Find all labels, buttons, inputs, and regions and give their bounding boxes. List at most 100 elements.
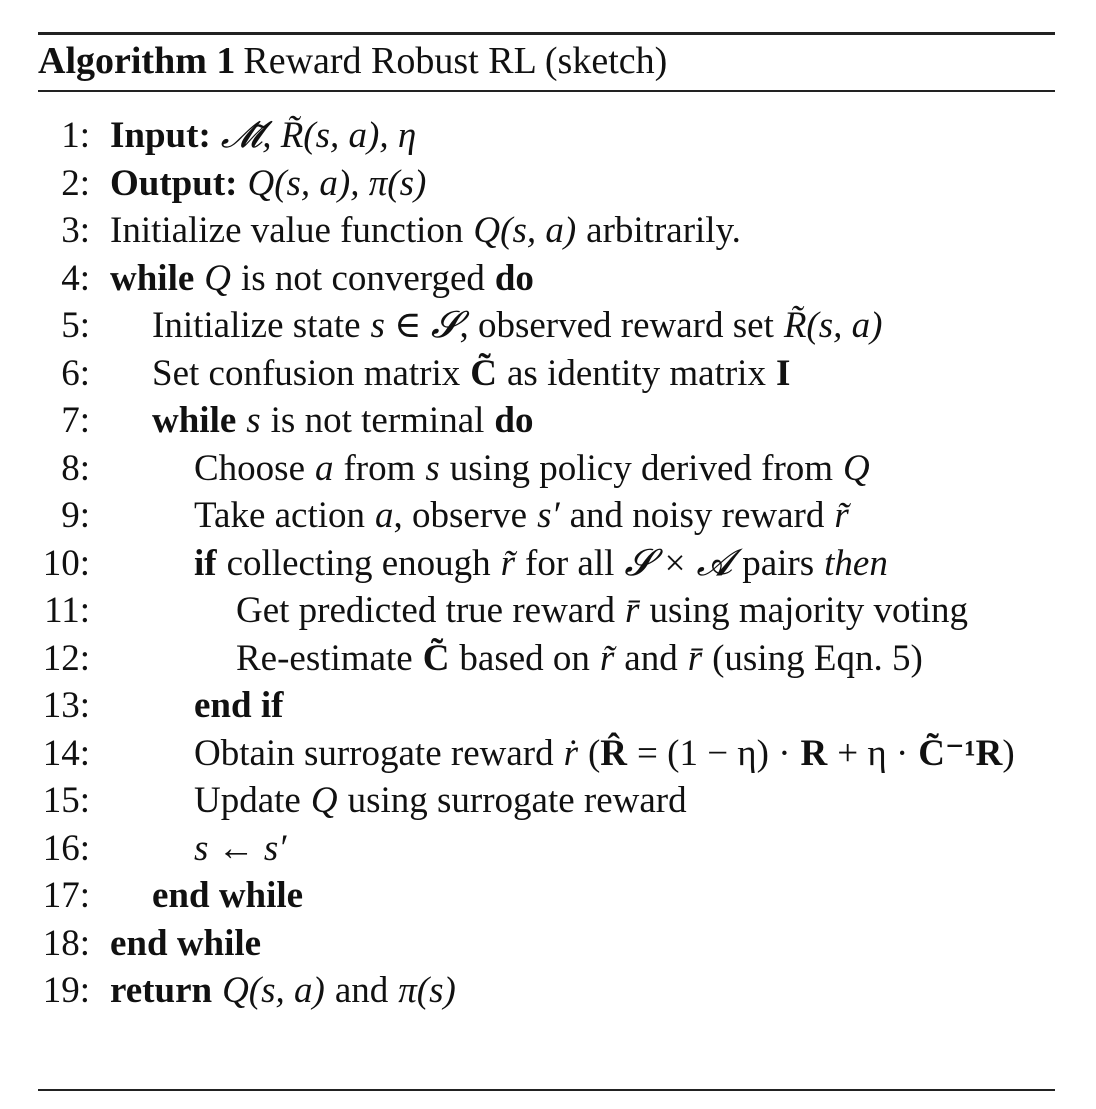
text: and noisy reward (569, 495, 825, 536)
keyword: end while (110, 922, 262, 964)
line-number: 11: (44, 590, 90, 631)
algorithm-line: 18: end while (38, 920, 1068, 968)
line-number: 10: (42, 542, 90, 584)
line-number: 2: (61, 162, 90, 204)
text: Choose (194, 447, 305, 489)
line-number: 6: (61, 352, 90, 394)
text: (using Eqn. 5) (712, 637, 923, 679)
line-number: 7: (61, 400, 90, 441)
line-number: 16: (42, 827, 90, 869)
algorithm-body: 1: Input: 𝓜̃, R̃(s, a), η 2: Output: Q(s, a),… (38, 112, 1068, 1015)
keyword: if (194, 542, 217, 584)
text: from (343, 447, 416, 489)
top-rule (38, 32, 1055, 35)
math: then (824, 542, 888, 584)
keyword: do (494, 400, 534, 441)
math: r̃ (500, 542, 516, 584)
math: r̄ (625, 590, 640, 631)
text: using surrogate reward (347, 780, 687, 821)
line-content: Output: Q(s, a), π(s) (110, 160, 1068, 208)
text: using policy derived from (449, 447, 834, 489)
algorithm-title: Algorithm 1 Reward Robust RL (sketch) (38, 36, 667, 86)
keyword: C̃⁻¹R (918, 732, 1003, 774)
text: pairs (742, 542, 815, 584)
math: r̃ (834, 495, 849, 536)
math: r̃ (599, 637, 615, 679)
math: s ∈ 𝓢 (370, 305, 460, 346)
keyword: end while (152, 875, 304, 916)
line-number: 4: (61, 257, 90, 299)
line-content: Obtain surrogate reward ṙ (R̂ = (1 − η) · R +… (194, 730, 1068, 778)
math: s (246, 400, 261, 441)
line-content: Initialize state s ∈ 𝓢, observed reward s… (152, 302, 1068, 350)
text: Obtain surrogate reward (194, 732, 554, 774)
algorithm-line: 1: Input: 𝓜̃, R̃(s, a), η (38, 112, 1068, 160)
line-number: 17: (42, 875, 90, 916)
keyword: C̃ (422, 637, 450, 679)
keyword: end if (194, 685, 284, 726)
text: Take action (194, 495, 366, 536)
text: and (624, 637, 678, 679)
math: π(s) (398, 970, 456, 1011)
math: 𝓢 × 𝓐 (624, 542, 733, 584)
algorithm-line: 5: Initialize state s ∈ 𝓢, observed reward… (38, 302, 1068, 350)
line-content: end while (152, 872, 1068, 920)
line-content: Get predicted true reward r̄ using majorit… (236, 587, 1068, 635)
line-content: end if (194, 682, 1068, 730)
line-content: Set confusion matrix C̃ as identity matrix… (152, 350, 1068, 398)
math: s′ (537, 495, 560, 536)
text: collecting enough (226, 542, 491, 584)
text: ) (1002, 732, 1015, 774)
text: Set confusion matrix (152, 352, 461, 394)
line-content: Input: 𝓜̃, R̃(s, a), η (110, 112, 1068, 160)
text: arbitrarily. (586, 210, 741, 251)
algorithm-name: Reward Robust RL (sketch) (243, 40, 668, 82)
algorithm-line: 11: Get predicted true reward r̄ using majo… (38, 587, 1068, 635)
line-content: while s is not terminal do (152, 397, 1068, 445)
text: for all (525, 542, 615, 584)
line-content: return Q(s, a) and π(s) (110, 967, 1068, 1015)
text: = (1 − η) · (637, 732, 791, 774)
math: a (314, 447, 334, 489)
keyword: Input: (110, 115, 211, 156)
text: , observed reward set (459, 305, 774, 346)
line-number: 8: (61, 447, 90, 489)
line-content: end while (110, 920, 1068, 968)
line-number: 5: (61, 305, 90, 346)
line-content: Take action a, observe s′ and noisy reward r… (194, 492, 1068, 540)
line-number: 12: (42, 637, 90, 679)
line-content: s ← s′ (194, 825, 1068, 873)
algorithm-line: 2: Output: Q(s, a), π(s) (38, 160, 1068, 208)
line-number: 19: (42, 970, 90, 1011)
math: ṙ (563, 732, 578, 774)
math: Q(s, a) (222, 970, 325, 1011)
keyword: while (152, 400, 237, 441)
text: Get predicted true reward (236, 590, 616, 631)
text: and (334, 970, 389, 1011)
algorithm-line: 3: Initialize value function Q(s, a) arbitr… (38, 207, 1068, 255)
text: is not converged (240, 257, 485, 299)
keyword: R̂ (600, 732, 628, 774)
line-number: 14: (42, 732, 90, 774)
keyword: while (110, 257, 195, 299)
algorithm-line: 7: while s is not terminal do (38, 397, 1068, 445)
algorithm-line: 19: return Q(s, a) and π(s) (38, 967, 1068, 1015)
math: Q (843, 447, 870, 489)
text: , observe (393, 495, 528, 536)
math: s ← s′ (194, 827, 287, 869)
text: Initialize state (152, 305, 361, 346)
algorithm-line: 16: s ← s′ (38, 825, 1068, 873)
math: a (375, 495, 394, 536)
text: Update (194, 780, 301, 821)
algorithm-label: Algorithm 1 (38, 40, 236, 82)
algorithm-line: 14: Obtain surrogate reward ṙ (R̂ = (1 − η) … (38, 730, 1068, 778)
math: s (425, 447, 440, 489)
text: using majority voting (649, 590, 969, 631)
math: Q (310, 780, 338, 821)
algorithm-line: 9: Take action a, observe s′ and noisy rewar… (38, 492, 1068, 540)
